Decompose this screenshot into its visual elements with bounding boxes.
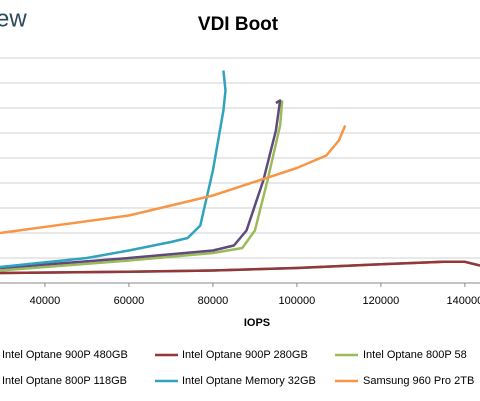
x-tick-label: 60000 bbox=[114, 295, 145, 307]
x-axis-title: IOPS bbox=[244, 317, 270, 329]
series-line bbox=[0, 260, 480, 275]
x-tick-label: 40000 bbox=[30, 295, 61, 307]
brand-logo: ew bbox=[0, 5, 27, 32]
legend-label: Intel Optane 900P 280GB bbox=[182, 349, 308, 361]
series-line bbox=[0, 99, 282, 270]
chart-title: VDI Boot bbox=[198, 14, 279, 35]
series-line bbox=[0, 70, 227, 269]
x-tick-label: 120000 bbox=[363, 295, 400, 307]
series-line bbox=[0, 100, 284, 272]
x-tick-label: 100000 bbox=[279, 295, 316, 307]
legend-label: Intel Optane 800P 58 bbox=[363, 349, 467, 361]
legend-label: Samsung 960 Pro 2TB bbox=[363, 375, 474, 387]
legend-label: Intel Optane 800P 118GB bbox=[2, 375, 127, 387]
legend-label: Intel Optane 900P 480GB bbox=[2, 349, 128, 361]
x-tick-label: 80000 bbox=[198, 295, 229, 307]
legend-label: Intel Optane Memory 32GB bbox=[182, 375, 316, 387]
x-tick-label: 140000 bbox=[447, 295, 480, 307]
series-line bbox=[0, 125, 347, 235]
